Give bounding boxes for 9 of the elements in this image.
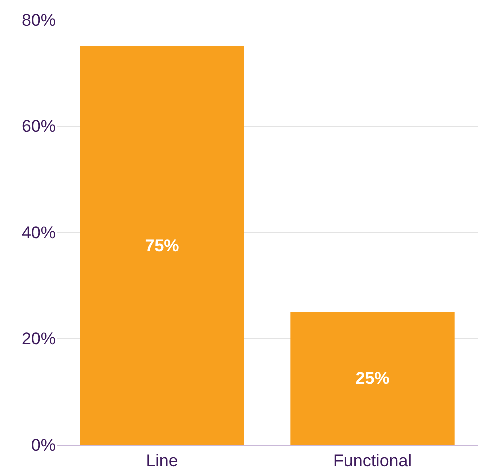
data-label: 75% [145, 236, 180, 256]
y-tick-label: 20% [22, 330, 56, 349]
x-tick-label: Functional [334, 451, 412, 470]
data-label: 25% [356, 369, 390, 388]
y-tick-label: 80% [22, 10, 56, 30]
x-tick-label: Line [146, 451, 178, 470]
y-tick-label: 60% [22, 117, 56, 136]
y-tick-label: 40% [22, 223, 56, 242]
y-tick-label: 0% [31, 436, 56, 455]
